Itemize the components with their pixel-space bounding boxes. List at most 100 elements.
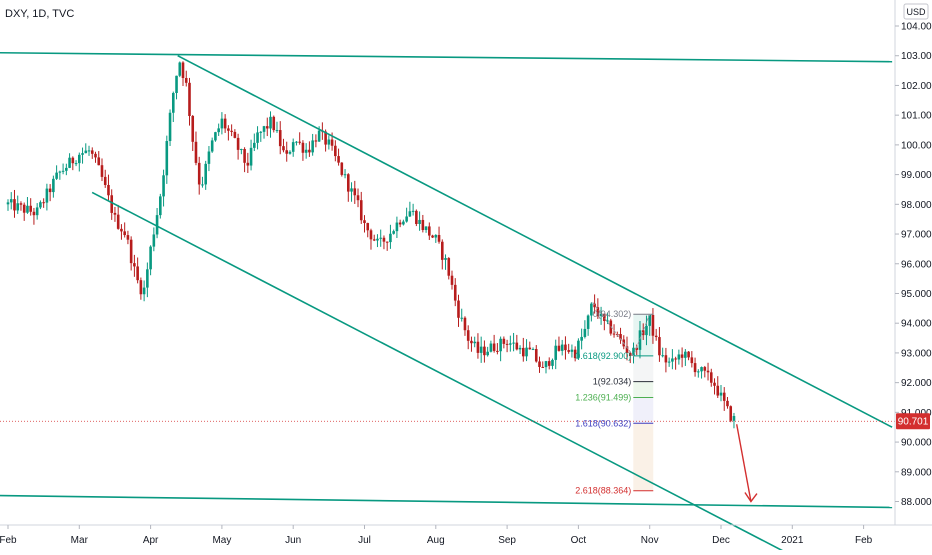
candle-body — [71, 157, 75, 164]
candle-body — [152, 234, 156, 247]
candle-body — [645, 325, 648, 336]
candle-body — [544, 361, 548, 368]
candle-body — [253, 142, 256, 148]
x-tick-label: Nov — [641, 535, 659, 546]
candle-body — [531, 349, 535, 351]
y-tick-label: 99.000 — [901, 170, 932, 181]
candle-body — [240, 149, 243, 151]
candle-body — [110, 195, 114, 213]
candle-body — [175, 75, 178, 94]
candle-body — [139, 280, 143, 295]
fib-level-label: 1(92.034) — [593, 377, 632, 387]
candle-body — [259, 131, 263, 133]
fib-zone — [633, 423, 654, 491]
candle-body — [450, 275, 454, 285]
candle-body — [651, 314, 655, 336]
candle-body — [90, 150, 94, 154]
candle-body — [363, 220, 366, 224]
candle-body — [554, 345, 558, 360]
currency-button[interactable] — [903, 3, 929, 20]
candle-body — [722, 392, 726, 401]
fib-zone — [633, 397, 654, 424]
candle-body — [538, 361, 541, 367]
candle-body — [256, 132, 259, 143]
candle-body — [123, 231, 126, 236]
candle-body — [155, 215, 159, 235]
candle-body — [525, 347, 528, 357]
x-tick-label: 2021 — [781, 535, 804, 546]
candle-body — [418, 219, 421, 224]
candle-body — [35, 207, 39, 216]
projection-arrow — [735, 424, 752, 502]
fib-level-label: 2.618(88.364) — [575, 486, 631, 496]
candle-body — [210, 140, 214, 152]
y-tick-label: 100.000 — [901, 140, 932, 151]
candle-body — [162, 175, 165, 197]
x-tick-label: Aug — [427, 535, 445, 546]
candle-body — [330, 139, 334, 146]
candle-body — [272, 116, 276, 131]
candle-body — [32, 211, 36, 216]
candle-body — [628, 352, 632, 357]
candle-body — [165, 141, 169, 176]
candle-body — [65, 167, 68, 171]
candle-body — [573, 349, 577, 359]
candle-body — [230, 130, 233, 132]
y-tick-label: 94.000 — [901, 319, 932, 330]
candle-body — [405, 216, 408, 222]
y-tick-label: 93.000 — [901, 348, 932, 359]
candle-body — [534, 349, 538, 362]
candle-body — [599, 313, 603, 316]
candle-body — [340, 162, 344, 175]
candle-body — [45, 188, 49, 203]
candle-body — [408, 211, 412, 217]
candle-body — [129, 239, 133, 264]
candle-body — [291, 142, 295, 152]
x-tick-label: Apr — [143, 535, 159, 546]
y-tick-label: 88.000 — [901, 497, 932, 508]
candle-body — [233, 131, 237, 138]
candle-body — [713, 382, 716, 386]
candle-body — [13, 199, 16, 211]
candle-body — [298, 141, 301, 143]
candle-body — [502, 338, 506, 344]
y-tick-label: 103.000 — [901, 51, 932, 62]
candle-body — [684, 351, 687, 358]
candle-body — [243, 149, 246, 163]
candle-body — [317, 130, 321, 142]
candle-body — [709, 372, 713, 383]
currency-label: USD — [906, 7, 926, 17]
candle-body — [369, 230, 373, 240]
trendline-bottom-horizontal[interactable] — [0, 494, 893, 509]
candle-body — [107, 184, 110, 196]
y-tick-label: 89.000 — [901, 467, 932, 478]
candle-body — [159, 196, 162, 216]
fib-level-label: 1.236(91.499) — [575, 393, 631, 403]
candle-body — [214, 132, 217, 141]
candle-body — [376, 238, 379, 241]
candle-body — [440, 241, 444, 260]
candle-body — [674, 358, 677, 360]
candle-body — [350, 188, 353, 192]
candle-body — [61, 170, 65, 172]
candle-body — [395, 222, 399, 232]
trendline-top-horizontal[interactable] — [0, 51, 893, 63]
candle-body — [84, 150, 88, 154]
candle-body — [625, 346, 629, 353]
candle-body — [16, 203, 20, 211]
candle-body — [288, 151, 292, 154]
trendline-channel-lower[interactable] — [91, 191, 786, 553]
candle-body — [606, 320, 609, 322]
candle-body — [415, 210, 418, 224]
candle-body — [366, 223, 370, 231]
trendline-channel-upper[interactable] — [177, 55, 893, 428]
fib-swing-connector — [592, 302, 651, 357]
candle-body — [227, 128, 230, 131]
candle-body — [463, 317, 467, 331]
candle-body — [103, 176, 107, 185]
candle-body — [58, 171, 62, 173]
candle-body — [638, 330, 642, 350]
candle-body — [55, 172, 58, 179]
